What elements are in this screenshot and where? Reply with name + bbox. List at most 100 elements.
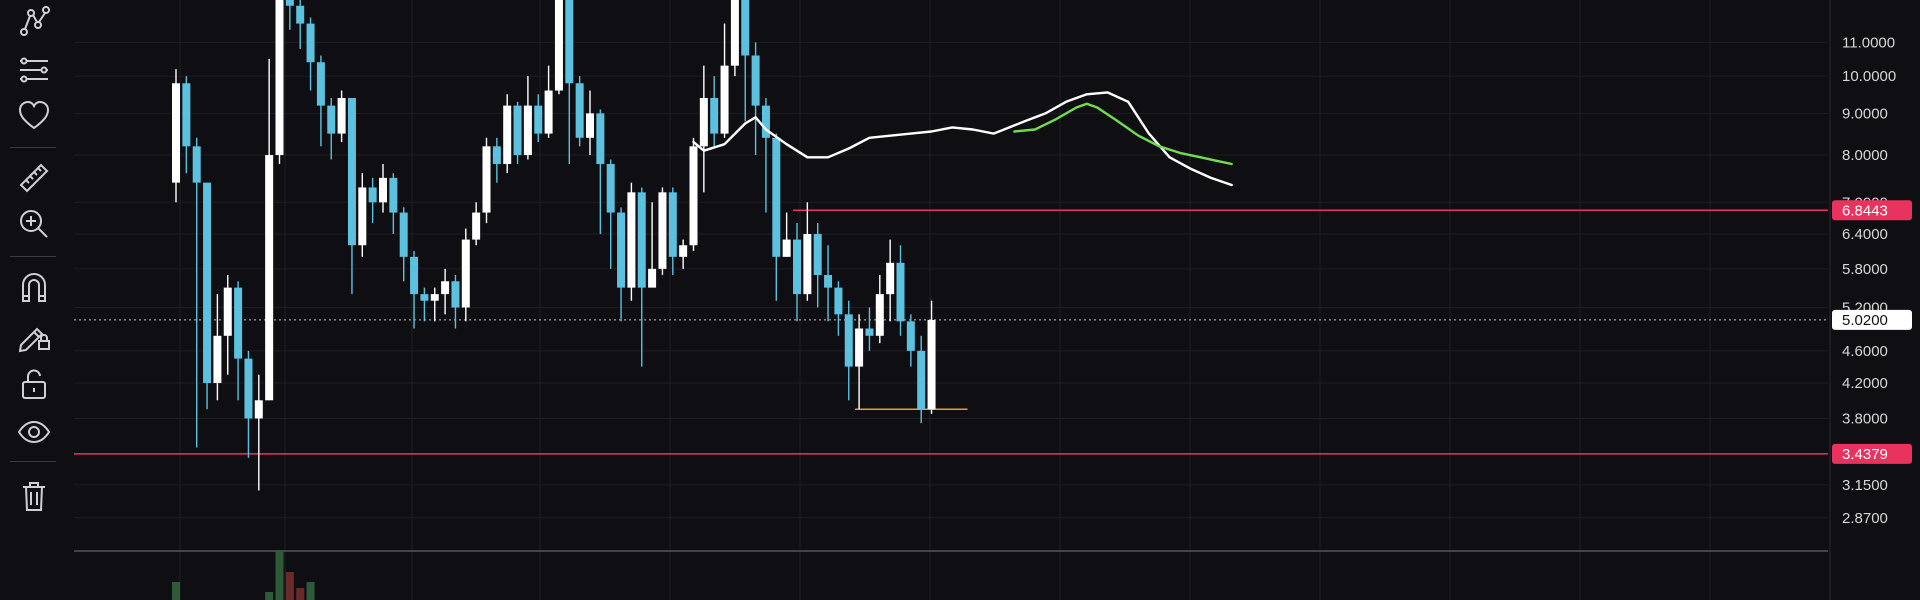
candle-body	[306, 23, 315, 63]
moving-averages	[692, 91, 1233, 187]
candle-body	[472, 212, 481, 240]
candle	[844, 300, 853, 401]
candle-body	[596, 113, 605, 165]
candle-body	[917, 350, 926, 410]
candle	[865, 307, 874, 351]
price-tick-label: 2.8700	[1842, 510, 1888, 527]
candle	[441, 268, 450, 315]
candle	[544, 65, 553, 138]
candle	[720, 23, 729, 138]
volume-bar	[275, 550, 284, 600]
magnet-snap-icon-glyph	[22, 273, 46, 302]
candles	[172, 0, 936, 491]
candle-body	[203, 182, 212, 384]
candle-body	[482, 146, 491, 213]
unlock-icon[interactable]	[14, 364, 54, 404]
candle-body	[648, 268, 657, 288]
visibility-eye-icon[interactable]	[14, 412, 54, 452]
candle-body	[441, 281, 450, 295]
candle-body	[523, 105, 532, 156]
candle-body	[617, 212, 626, 288]
current-price-tag: 5.0200	[1842, 312, 1888, 329]
price-tick-label: 4.6000	[1842, 343, 1888, 360]
candle	[254, 374, 263, 491]
favorites-heart-icon[interactable]	[14, 96, 54, 136]
candle-body	[265, 155, 274, 401]
candle-body	[689, 146, 698, 246]
ruler-measure-icon-glyph	[19, 163, 49, 193]
price-tick-label: 8.0000	[1842, 147, 1888, 164]
candle	[296, 0, 305, 49]
path-tool-icon[interactable]	[14, 2, 54, 42]
price-tick-label: 6.4000	[1842, 226, 1888, 243]
candle	[306, 17, 315, 91]
candle	[420, 287, 429, 322]
candle-body	[223, 287, 232, 336]
candle	[855, 314, 864, 410]
candle	[285, 0, 294, 30]
path-tool-icon-glyph	[20, 6, 50, 36]
candle-body	[699, 97, 708, 147]
candle	[430, 287, 439, 322]
price-axis[interactable]: 11.000010.00009.00008.00007.00006.40005.…	[1832, 34, 1912, 527]
candle	[327, 97, 336, 160]
candle-body	[782, 239, 791, 257]
candle	[886, 239, 895, 322]
parallel-lines-tool-icon-glyph	[20, 57, 48, 83]
zoom-in-icon[interactable]	[14, 204, 54, 244]
candle	[223, 274, 232, 375]
volume-bar	[306, 582, 315, 600]
candle-body	[637, 192, 646, 288]
ruler-measure-icon[interactable]	[14, 158, 54, 198]
level-price-tag: 6.8443	[1842, 202, 1888, 219]
candle	[523, 76, 532, 160]
candle	[192, 137, 201, 448]
candle	[803, 202, 812, 301]
candle-body	[192, 146, 201, 183]
candle-body	[358, 187, 367, 246]
candle-body	[451, 281, 460, 308]
candle	[554, 0, 563, 95]
candle-body	[751, 55, 760, 106]
candle	[575, 76, 584, 147]
candle	[451, 274, 460, 329]
candle	[896, 245, 905, 336]
candle	[172, 69, 180, 203]
candle	[203, 182, 212, 410]
candle-body	[896, 262, 905, 322]
candle-body	[824, 274, 833, 288]
candle	[337, 90, 346, 143]
parallel-lines-tool-icon[interactable]	[14, 50, 54, 90]
candle-body	[813, 234, 822, 275]
candle	[379, 164, 387, 213]
trash-delete-icon[interactable]	[14, 476, 54, 516]
candle-body	[544, 90, 553, 134]
candle-body	[586, 113, 594, 138]
candle-body	[503, 105, 512, 165]
candle-body	[213, 335, 222, 384]
magnet-snap-icon[interactable]	[14, 268, 54, 308]
lock-pencil-drawings-icon[interactable]	[14, 316, 54, 356]
candle	[399, 207, 408, 282]
candle	[793, 223, 801, 322]
candle-body	[461, 239, 470, 308]
candle-body	[244, 358, 253, 419]
candle	[389, 173, 398, 235]
candle-body	[172, 83, 180, 183]
candle-body	[658, 192, 667, 269]
candle-body	[741, 0, 750, 56]
price-tick-label: 11.0000	[1842, 34, 1895, 51]
candle	[275, 0, 284, 165]
candle	[513, 101, 522, 165]
candle	[741, 0, 750, 122]
candle	[772, 133, 781, 301]
favorites-heart-icon-glyph	[18, 100, 50, 130]
candle-body	[534, 105, 543, 134]
candle	[761, 97, 770, 213]
candle	[689, 137, 698, 251]
candle	[347, 97, 356, 295]
candle	[906, 314, 915, 367]
moving-average-white	[692, 91, 1233, 187]
price-tick-label: 3.8000	[1842, 410, 1888, 427]
